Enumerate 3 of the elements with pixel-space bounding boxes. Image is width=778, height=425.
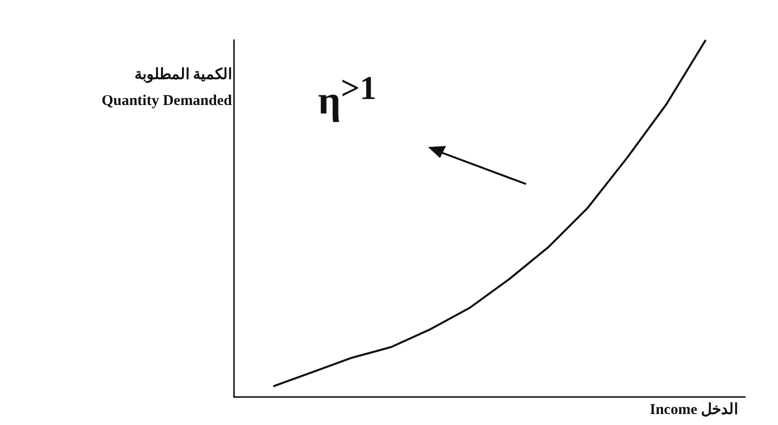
y-axis-title: الكمية المطلوبة Quantity Demanded — [102, 66, 232, 111]
annotation: η$^{>1}$ — [318, 70, 376, 124]
x-axis-title: Income الدخل — [650, 401, 738, 419]
